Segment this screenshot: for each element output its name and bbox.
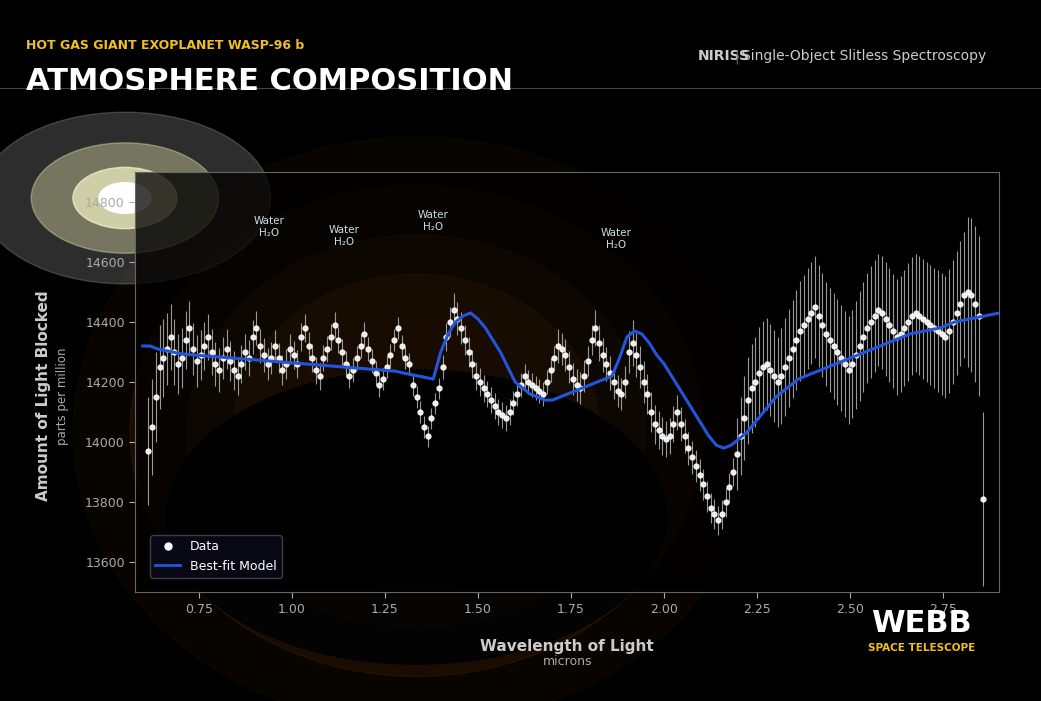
Text: |: | (734, 49, 738, 64)
Legend: Data, Best-fit Model: Data, Best-fit Model (150, 536, 282, 578)
Circle shape (99, 183, 151, 213)
Text: NIRISS: NIRISS (697, 49, 750, 63)
Circle shape (167, 370, 666, 665)
Ellipse shape (187, 235, 645, 627)
Ellipse shape (130, 186, 703, 676)
Ellipse shape (233, 274, 600, 588)
Text: SPACE TELESCOPE: SPACE TELESCOPE (867, 644, 975, 653)
Circle shape (0, 112, 271, 284)
Circle shape (73, 168, 177, 229)
Text: Wavelength of Light: Wavelength of Light (481, 639, 654, 654)
Text: ATMOSPHERE COMPOSITION: ATMOSPHERE COMPOSITION (26, 67, 513, 95)
Text: HOT GAS GIANT EXOPLANET WASP-96 b: HOT GAS GIANT EXOPLANET WASP-96 b (26, 39, 304, 52)
Text: Single-Object Slitless Spectroscopy: Single-Object Slitless Spectroscopy (742, 49, 987, 63)
Circle shape (31, 143, 219, 253)
Text: parts per million: parts per million (56, 347, 69, 445)
Ellipse shape (279, 313, 554, 549)
Text: microns: microns (542, 655, 592, 667)
Text: Water
H₂O: Water H₂O (254, 216, 285, 238)
Text: WEBB: WEBB (871, 609, 971, 638)
Text: Water
H₂O: Water H₂O (329, 225, 359, 247)
Ellipse shape (73, 137, 760, 701)
Text: Water
H₂O: Water H₂O (417, 210, 449, 232)
Text: Water
H₂O: Water H₂O (601, 229, 631, 250)
Text: Amount of Light Blocked: Amount of Light Blocked (36, 291, 51, 501)
